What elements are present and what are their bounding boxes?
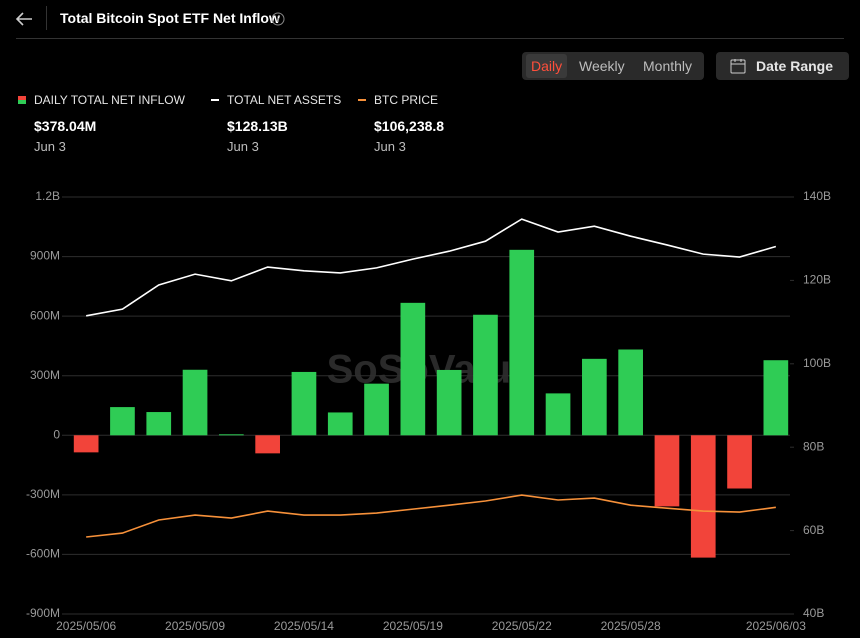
y2-tick-label: 100B (803, 356, 831, 370)
legend-value: $128.13B (227, 118, 288, 134)
header-rule (16, 38, 844, 39)
legend-date: Jun 3 (374, 139, 406, 154)
back-button[interactable] (14, 10, 34, 28)
y2-tick-label: 40B (803, 606, 824, 620)
bar (654, 435, 680, 507)
y-tick-label: 300M (30, 368, 60, 382)
date-range-button[interactable]: Date Range (716, 52, 849, 80)
bar (763, 360, 789, 436)
x-tick-label: 2025/05/14 (274, 619, 334, 633)
y-tick-label: -600M (26, 547, 60, 561)
period-option[interactable]: Weekly (579, 58, 625, 74)
bar (219, 434, 244, 436)
bar (436, 369, 462, 436)
legend-item: BTC PRICE (358, 93, 438, 107)
legend-label: TOTAL NET ASSETS (227, 93, 342, 107)
date-range-label: Date Range (756, 58, 834, 74)
y-tick-label: 900M (30, 249, 60, 263)
bar (690, 435, 716, 558)
bar (509, 249, 535, 436)
legend-date: Jun 3 (34, 139, 66, 154)
bar (146, 412, 172, 436)
bar (618, 349, 643, 436)
x-tick-label: 2025/05/06 (56, 619, 116, 633)
page-title: Total Bitcoin Spot ETF Net Inflow (60, 10, 280, 26)
y2-tick-label: 80B (803, 439, 824, 453)
legend-value: $106,238.8 (374, 118, 445, 134)
legend-value: $378.04M (34, 118, 97, 134)
x-tick-label: 2025/05/19 (383, 619, 443, 633)
period-toggle: Daily Weekly Monthly (522, 52, 704, 80)
bar (364, 383, 389, 436)
bar (327, 412, 353, 436)
bar (545, 393, 571, 436)
period-option[interactable]: Daily (526, 54, 568, 78)
bar (727, 435, 752, 489)
line (86, 218, 777, 317)
legend-label: BTC PRICE (374, 93, 439, 107)
period-option[interactable]: Monthly (643, 58, 693, 74)
divider (46, 6, 47, 30)
legend-item: TOTAL NET ASSETS (211, 93, 341, 107)
watermark: SoSoValue (327, 348, 534, 392)
y-tick-label: -300M (26, 487, 60, 501)
line (86, 494, 776, 538)
bar (473, 314, 498, 436)
bar (255, 435, 280, 454)
info-icon[interactable] (271, 12, 285, 26)
y-tick-label: 1.2B (35, 189, 60, 203)
bar (582, 358, 607, 436)
y-tick-label: 0 (53, 427, 60, 441)
x-tick-label: 2025/05/09 (165, 619, 225, 633)
legend-item: DAILY TOTAL NET INFLOW (18, 93, 185, 107)
x-tick-label: 2025/06/03 (746, 619, 806, 633)
x-tick-label: 2025/05/28 (601, 619, 661, 633)
y2-tick-label: 120B (803, 273, 831, 287)
bar (291, 371, 317, 436)
bar (182, 369, 208, 436)
x-tick-label: 2025/05/22 (492, 619, 552, 633)
legend-date: Jun 3 (227, 139, 259, 154)
y2-tick-label: 140B (803, 189, 831, 203)
bar (110, 407, 135, 436)
y-tick-label: 600M (30, 308, 60, 322)
calendar-icon (730, 59, 746, 74)
y2-tick-label: 60B (803, 523, 824, 537)
bar (400, 302, 426, 436)
y-tick-label: -900M (26, 606, 60, 620)
bar (73, 435, 99, 453)
legend-label: DAILY TOTAL NET INFLOW (34, 93, 185, 107)
